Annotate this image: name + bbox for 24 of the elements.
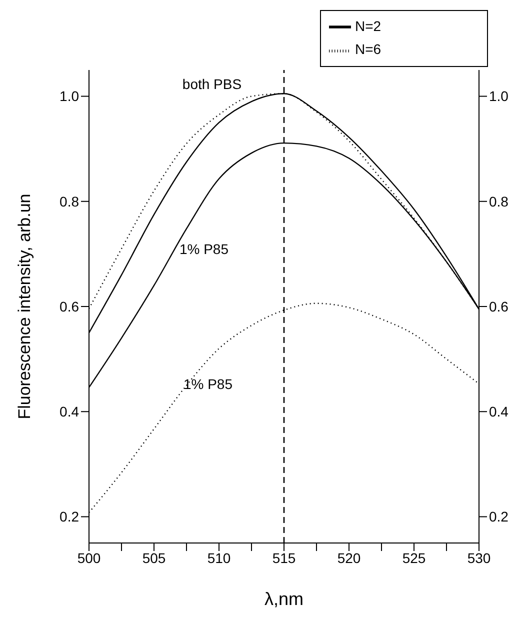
x-tick-label: 515	[272, 550, 296, 566]
y2-tick-label: 0.2	[489, 508, 509, 525]
y-tick-label: 1.0	[60, 88, 80, 104]
y2-tick-label: 1.0	[489, 88, 509, 104]
legend-label: N=6	[355, 41, 382, 58]
y2-tick-label: 0.6	[489, 298, 509, 314]
x-tick-label: 525	[402, 550, 426, 566]
x-tick-label: 510	[207, 550, 231, 566]
legend-label: N=2	[355, 18, 382, 34]
y-axis-title: Fluorescence intensity, arb.un	[15, 194, 34, 420]
y-tick-label: 0.2	[60, 508, 80, 525]
y2-tick-label: 0.4	[489, 404, 509, 420]
annotation: 1% P85	[183, 376, 233, 392]
y-tick-label: 0.8	[60, 193, 80, 210]
y-tick-label: 0.6	[60, 298, 80, 314]
annotation: 1% P85	[179, 241, 229, 257]
y2-tick-label: 0.8	[489, 193, 509, 210]
x-tick-label: 500	[77, 550, 101, 566]
annotation: both PBS	[182, 76, 242, 92]
x-tick-label: 505	[142, 550, 166, 566]
y-tick-label: 0.4	[60, 404, 80, 420]
x-axis-title: λ,nm	[264, 589, 304, 609]
x-tick-label: 530	[467, 550, 491, 566]
x-tick-label: 520	[337, 550, 361, 566]
